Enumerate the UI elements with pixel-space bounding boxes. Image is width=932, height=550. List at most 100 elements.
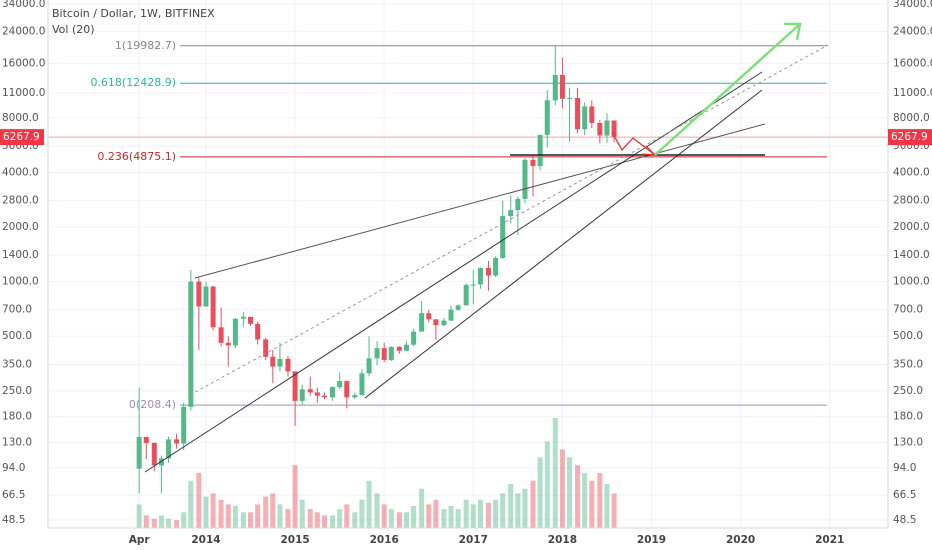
volume-bar	[530, 480, 536, 528]
candle-body	[330, 387, 336, 398]
y-tick-label-right: 1400.0	[893, 249, 930, 261]
y-tick-label-right: 34000.0	[893, 0, 932, 10]
volume-bar	[366, 480, 372, 528]
candle-body	[403, 344, 409, 351]
candle-body	[174, 439, 180, 444]
candle-body	[143, 437, 149, 443]
volume-bar	[611, 493, 617, 528]
green-arrow	[654, 23, 801, 156]
candle-body	[582, 106, 588, 130]
volume-bar	[537, 457, 543, 528]
red-arrow	[611, 131, 656, 156]
candle-body	[196, 281, 202, 307]
volume-bar	[151, 518, 157, 528]
volume-bar	[218, 499, 224, 528]
y-tick-label-left: 1400.0	[2, 249, 39, 261]
candle-body	[218, 327, 224, 343]
candle-body	[448, 309, 454, 321]
volume-bar	[567, 457, 573, 528]
candle-body	[419, 313, 425, 332]
drawings	[144, 22, 829, 473]
volume-label: Vol (20)	[52, 23, 95, 36]
y-tick-label-right: 24000.0	[893, 25, 932, 37]
candle-body	[493, 258, 499, 276]
volume-bar	[330, 515, 336, 528]
volume-bar	[508, 484, 514, 528]
trend-line	[364, 89, 763, 399]
volume-bar	[307, 509, 313, 528]
volume-bar	[292, 465, 298, 528]
volume-bar	[544, 441, 550, 528]
volume-bar	[493, 499, 499, 528]
y-tick-label-right: 350.0	[893, 358, 923, 370]
y-tick-label-right: 8000.0	[893, 112, 930, 124]
fib-label: 0.618(12428.9)	[90, 76, 176, 89]
volume-bar	[158, 515, 164, 528]
candle-body	[136, 437, 142, 469]
candle-body	[181, 406, 187, 444]
y-tick-label-left: 34000.0	[2, 0, 45, 10]
volume-bar	[374, 493, 380, 528]
candle-body	[203, 286, 209, 307]
volume-bar	[285, 509, 291, 528]
candle-body	[255, 323, 261, 340]
candle-body	[441, 320, 447, 326]
x-tick-label: 2021	[815, 534, 844, 546]
volume-bar	[248, 512, 254, 528]
y-tick-label-left: 48.5	[2, 514, 25, 526]
candle-body	[337, 381, 343, 388]
chart-title: Bitcoin / Dollar, 1W, BITFINEX	[52, 7, 215, 20]
y-tick-label-right: 130.0	[893, 436, 923, 448]
candle-body	[151, 442, 157, 466]
volume-bar	[359, 499, 365, 528]
volume-bar	[174, 520, 180, 528]
y-tick-label-left: 16000.0	[2, 57, 45, 69]
x-tick-label: 2016	[370, 534, 399, 546]
candle-body	[544, 100, 550, 135]
y-tick-label-right: 1000.0	[893, 276, 930, 288]
y-tick-label-left: 4000.0	[2, 166, 39, 178]
volume-bar	[277, 504, 283, 528]
candle-body	[426, 313, 432, 320]
x-tick-label: 2020	[726, 534, 755, 546]
candle-body	[307, 389, 313, 393]
volume-bar	[419, 488, 425, 528]
volume-bar	[143, 515, 149, 528]
candle-body	[344, 381, 350, 398]
volume-bar	[485, 502, 491, 528]
y-tick-label-left: 8000.0	[2, 112, 39, 124]
candle-body	[240, 316, 246, 319]
candle-body	[374, 348, 380, 359]
volume-bar	[337, 509, 343, 528]
volume-bar	[210, 493, 216, 528]
volume-bar	[411, 506, 417, 528]
volume-bar	[270, 493, 276, 528]
y-tick-label-left: 130.0	[2, 436, 32, 448]
price-tag-label: 6267.9	[891, 131, 928, 143]
volume-bar	[299, 499, 305, 528]
y-tick-label-right: 2800.0	[893, 195, 930, 207]
candle-body	[352, 395, 358, 398]
candle-body	[537, 134, 543, 167]
x-tick-label: 2018	[548, 534, 577, 546]
volume-layer	[136, 418, 617, 528]
volume-bar	[552, 418, 558, 528]
fib-label: 0(208.4)	[129, 398, 176, 411]
candle-body	[166, 439, 172, 459]
candle-body	[210, 286, 216, 328]
volume-bar	[448, 506, 454, 528]
y-tick-label-right: 94.0	[893, 462, 916, 474]
volume-bar	[575, 465, 581, 528]
volume-bar	[240, 512, 246, 528]
dashed-line	[189, 44, 829, 396]
candle-body	[188, 281, 194, 407]
candle-body	[292, 371, 298, 401]
volume-bar	[582, 473, 588, 528]
volume-bar	[433, 499, 439, 528]
volume-bar	[321, 515, 327, 528]
y-tick-label-left: 250.0	[2, 385, 32, 397]
candle-body	[611, 120, 617, 138]
y-tick-label-left: 1000.0	[2, 276, 39, 288]
y-tick-label-left: 24000.0	[2, 25, 45, 37]
